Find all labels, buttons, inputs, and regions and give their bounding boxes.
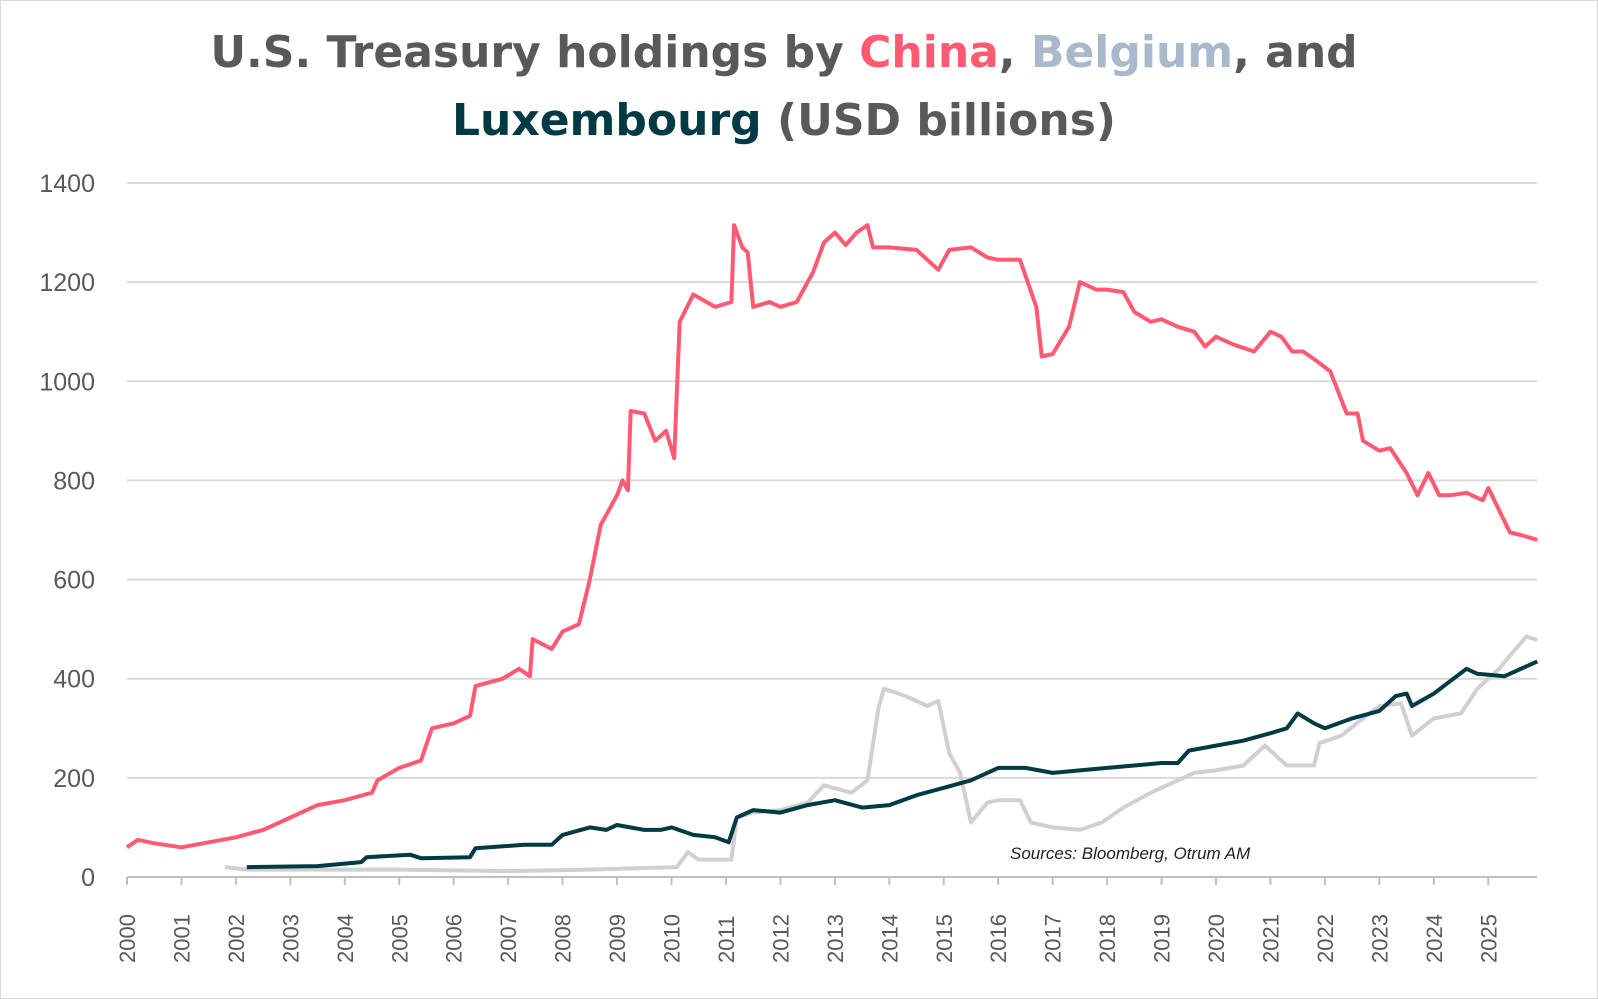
y-tick-label: 600	[53, 567, 95, 595]
x-tick-label: 2014	[877, 914, 902, 963]
x-tick-label: 2010	[660, 914, 685, 963]
x-tick-label: 2008	[551, 914, 576, 963]
x-tick-label: 2022	[1313, 914, 1338, 963]
y-tick-label: 800	[53, 467, 95, 495]
x-tick-label: 2018	[1095, 914, 1120, 963]
y-tick-label: 1200	[39, 269, 95, 297]
x-tick-label: 2003	[278, 914, 303, 963]
x-tick-label: 2011	[714, 916, 739, 963]
x-tick-label: 2016	[986, 914, 1011, 963]
x-tick-label: 2017	[1041, 914, 1066, 963]
y-tick-label: 1400	[39, 170, 95, 198]
x-tick-label: 2015	[932, 914, 957, 963]
x-tick-label: 2013	[823, 914, 848, 963]
y-tick-label: 1000	[39, 368, 95, 396]
x-tick-label: 2002	[224, 914, 249, 963]
title-luxembourg: Luxembourg	[451, 95, 762, 146]
x-tick-label: 2006	[442, 914, 467, 963]
x-tick-label: 2004	[333, 914, 358, 963]
series-line-china	[125, 223, 1538, 850]
y-tick-label: 0	[81, 864, 95, 892]
title-suffix: (USD billions)	[761, 95, 1117, 146]
x-tick-label: 2025	[1476, 914, 1501, 963]
title-sep: ,	[998, 27, 1031, 78]
x-tick-label: 2019	[1150, 914, 1175, 963]
title-text: U.S. Treasury holdings by	[210, 27, 860, 78]
x-tick-label: 2009	[605, 914, 630, 963]
source-annotation: Sources: Bloomberg, Otrum AM	[1010, 844, 1251, 863]
title-china: China	[859, 27, 999, 78]
series-line-luxembourg	[246, 659, 1539, 870]
y-tick-label: 200	[53, 765, 95, 793]
x-tick-label: 2024	[1422, 914, 1447, 963]
x-tick-label: 2023	[1367, 914, 1392, 963]
x-tick-label: 2020	[1204, 914, 1229, 963]
title-belgium: Belgium	[1030, 27, 1234, 78]
x-tick-label: 2012	[768, 914, 793, 963]
chart-title-line-1: U.S. Treasury holdings by China, Belgium…	[0, 20, 1568, 86]
x-tick-label: 2007	[496, 914, 521, 963]
y-tick-label: 400	[53, 666, 95, 694]
x-tick-label: 2001	[169, 914, 194, 963]
x-tick-label: 2005	[387, 914, 412, 963]
title-sep: , and	[1233, 27, 1358, 78]
chart-title-line-2: Luxembourg (USD billions)	[0, 88, 1568, 154]
x-tick-label: 2021	[1258, 914, 1283, 963]
x-tick-label: 2000	[115, 914, 140, 963]
